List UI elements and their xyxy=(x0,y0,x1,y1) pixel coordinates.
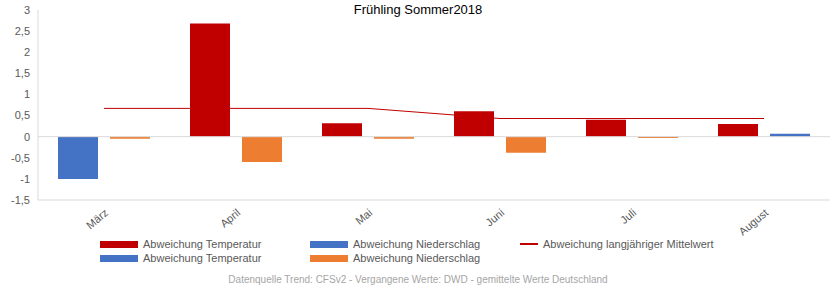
svg-text:-0,5: -0,5 xyxy=(11,152,30,164)
svg-text:-1,5: -1,5 xyxy=(11,194,30,206)
svg-text:Juni: Juni xyxy=(483,206,506,228)
html-text:Abweichung Niederschlag: Abweichung Niederschlag xyxy=(353,238,481,250)
svg-text:August: August xyxy=(736,206,770,237)
svg-text:1: 1 xyxy=(24,88,30,100)
svg-text:1,5: 1,5 xyxy=(15,67,30,79)
svg-text:Juli: Juli xyxy=(618,206,638,226)
svg-text:0,5: 0,5 xyxy=(15,109,30,121)
svg-text:-1: -1 xyxy=(20,173,30,185)
svg-text:2,5: 2,5 xyxy=(15,25,30,37)
html-text:Abweichung Temperatur: Abweichung Temperatur xyxy=(143,252,262,264)
svg-text:März: März xyxy=(84,206,110,231)
html-text:Abweichung Niederschlag: Abweichung Niederschlag xyxy=(353,252,481,264)
svg-text:3: 3 xyxy=(24,4,30,16)
html-text:Abweichung langjähriger Mittel: Abweichung langjähriger Mittelwert xyxy=(543,238,714,250)
svg-text:2: 2 xyxy=(24,46,30,58)
html-text:Abweichung Temperatur: Abweichung Temperatur xyxy=(143,238,262,250)
html-text:Frühling Sommer2018: Frühling Sommer2018 xyxy=(353,2,483,17)
html-text:Datenquelle Trend: CFSv2 - Ver: Datenquelle Trend: CFSv2 - Vergangene We… xyxy=(228,274,608,285)
svg-text:Mai: Mai xyxy=(353,206,374,227)
svg-text:0: 0 xyxy=(24,131,30,143)
svg-text:April: April xyxy=(218,206,243,229)
